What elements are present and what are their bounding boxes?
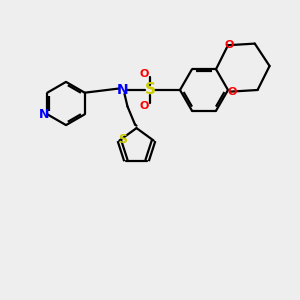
Text: N: N — [38, 108, 49, 121]
Text: S: S — [145, 82, 155, 98]
Text: O: O — [228, 87, 237, 97]
Text: O: O — [140, 100, 149, 111]
Text: O: O — [140, 69, 149, 80]
Text: O: O — [225, 40, 234, 50]
Text: N: N — [117, 83, 129, 97]
Text: S: S — [118, 133, 127, 146]
